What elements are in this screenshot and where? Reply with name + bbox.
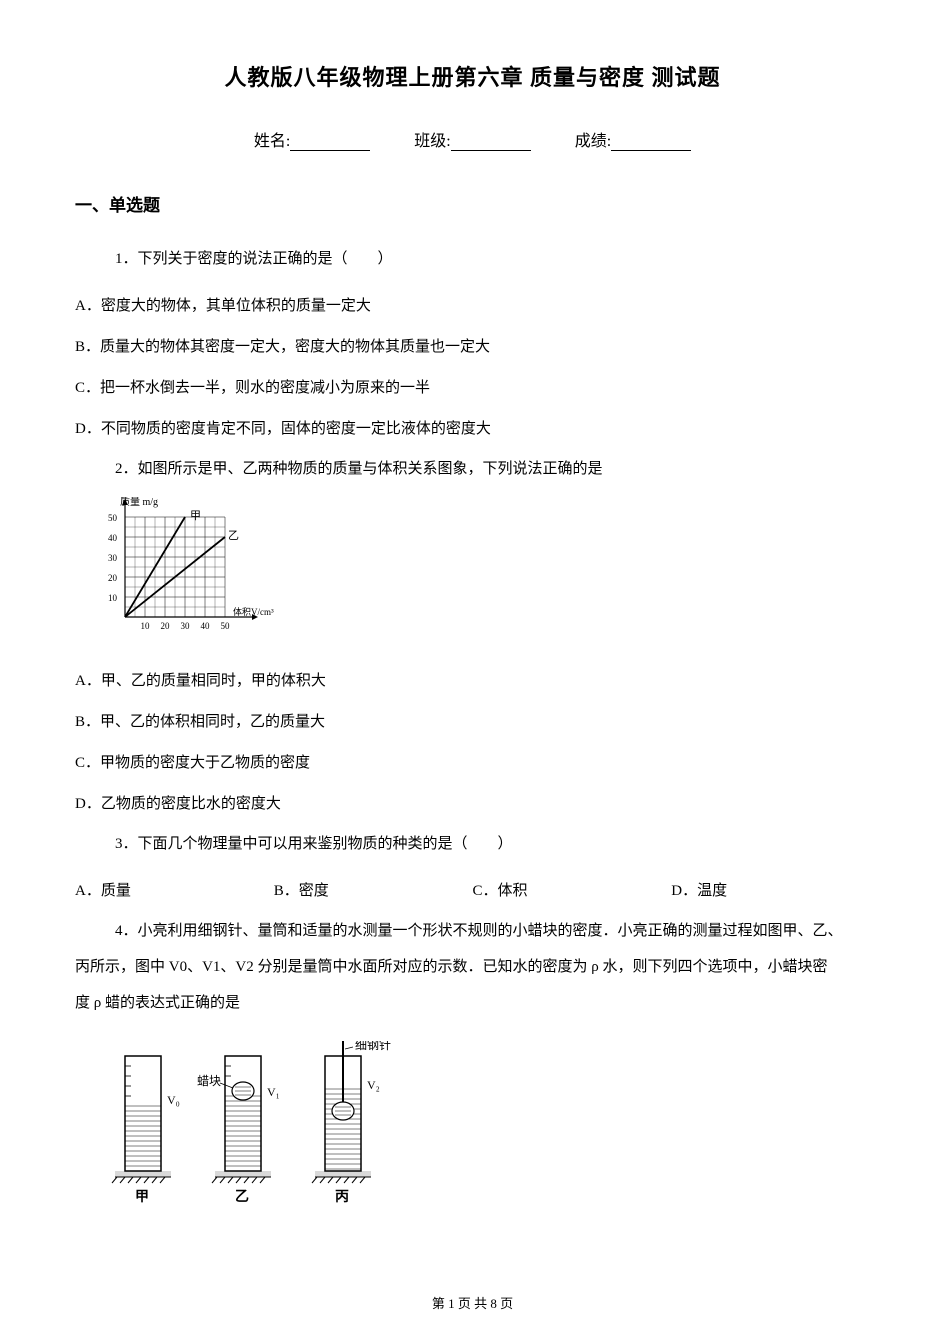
- svg-text:V₀: V₀: [167, 1093, 180, 1107]
- q4-line1: 4．小亮利用细钢针、量筒和适量的水测量一个形状不规则的小蜡块的密度．小亮正确的测…: [115, 913, 870, 949]
- name-label: 姓名:: [254, 133, 290, 150]
- q1-option-d: D．不同物质的密度肯定不同，固体的密度一定比液体的密度大: [75, 410, 870, 449]
- svg-text:丙: 丙: [335, 1189, 349, 1205]
- svg-text:20: 20: [108, 573, 118, 583]
- svg-text:乙: 乙: [228, 529, 239, 542]
- svg-text:10: 10: [108, 593, 118, 603]
- score-label: 成绩:: [575, 133, 611, 150]
- svg-text:甲: 甲: [135, 1189, 149, 1205]
- svg-text:30: 30: [181, 621, 191, 631]
- svg-text:50: 50: [108, 513, 118, 523]
- q3-option-d: D．温度: [671, 872, 870, 911]
- class-blank[interactable]: [451, 133, 531, 151]
- name-blank[interactable]: [290, 133, 370, 151]
- student-info-line: 姓名: 班级: 成绩:: [75, 127, 870, 151]
- q2-option-b: B．甲、乙的体积相同时，乙的质量大: [75, 703, 870, 742]
- q3-options: A．质量 B．密度 C．体积 D．温度: [75, 872, 870, 911]
- svg-text:50: 50: [221, 621, 231, 631]
- q1-text: 1．下列关于密度的说法正确的是（ ）: [115, 241, 870, 277]
- q1-option-b: B．质量大的物体其密度一定大，密度大的物体其质量也一定大: [75, 328, 870, 367]
- q2-option-c: C．甲物质的密度大于乙物质的密度: [75, 744, 870, 783]
- section-1-title: 一、单选题: [75, 191, 870, 216]
- svg-text:细钢针: 细钢针: [355, 1041, 391, 1052]
- page-title: 人教版八年级物理上册第六章 质量与密度 测试题: [75, 60, 870, 92]
- class-label: 班级:: [414, 133, 450, 150]
- q3-option-a: A．质量: [75, 872, 274, 911]
- svg-text:甲: 甲: [190, 510, 201, 522]
- svg-text:蜡块: 蜡块: [197, 1074, 221, 1088]
- svg-text:V₁: V₁: [267, 1085, 280, 1099]
- svg-text:乙: 乙: [235, 1189, 249, 1205]
- q3-option-c: C．体积: [473, 872, 672, 911]
- q3-text: 3．下面几个物理量中可以用来鉴别物质的种类的是（ ）: [115, 826, 870, 862]
- svg-text:40: 40: [201, 621, 211, 631]
- svg-text:40: 40: [108, 533, 118, 543]
- q2-option-a: A．甲、乙的质量相同时，甲的体积大: [75, 662, 870, 701]
- q4-figure: V₀ 甲: [95, 1041, 870, 1211]
- svg-text:20: 20: [161, 621, 171, 631]
- score-blank[interactable]: [611, 133, 691, 151]
- page-footer: 第 1 页 共 8 页: [0, 1293, 945, 1312]
- q3-option-b: B．密度: [274, 872, 473, 911]
- q2-chart: 质量 m/g: [95, 497, 870, 647]
- svg-text:V₂: V₂: [367, 1078, 380, 1092]
- q2-text: 2．如图所示是甲、乙两种物质的质量与体积关系图象，下列说法正确的是: [115, 451, 870, 487]
- q4-line3: 度 ρ 蜡的表达式正确的是: [75, 985, 870, 1021]
- svg-text:体积V/cm³: 体积V/cm³: [233, 606, 274, 617]
- q4-line2: 丙所示，图中 V0、V1、V2 分别是量筒中水面所对应的示数．已知水的密度为 ρ…: [75, 949, 870, 985]
- q1-option-a: A．密度大的物体，其单位体积的质量一定大: [75, 287, 870, 326]
- q2-option-d: D．乙物质的密度比水的密度大: [75, 785, 870, 824]
- q1-option-c: C．把一杯水倒去一半，则水的密度减小为原来的一半: [75, 369, 870, 408]
- svg-text:30: 30: [108, 553, 118, 563]
- svg-text:10: 10: [141, 621, 151, 631]
